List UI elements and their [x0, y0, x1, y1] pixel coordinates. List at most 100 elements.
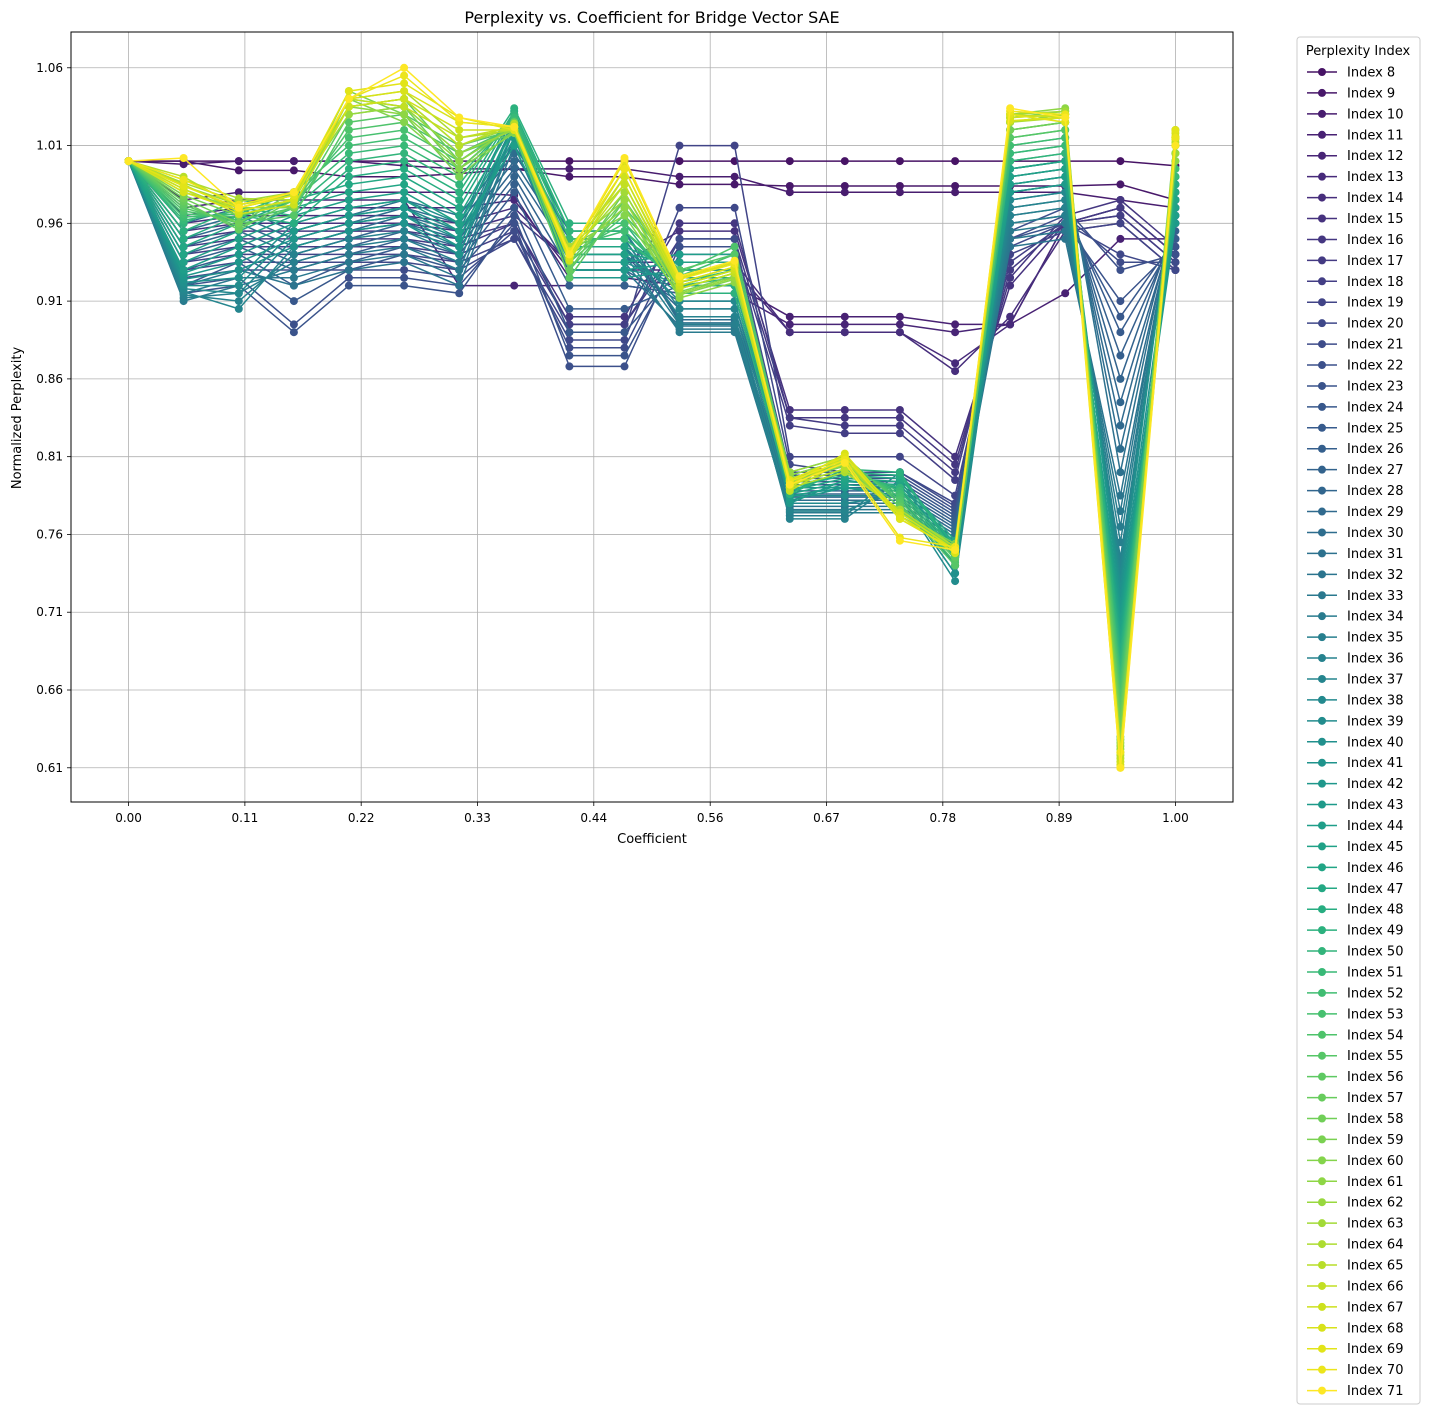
data-point: [289, 157, 298, 166]
legend-item: Index 56: [1307, 1070, 1403, 1085]
legend-label: Index 65: [1347, 1259, 1403, 1274]
data-point: [344, 250, 353, 259]
data-point: [289, 250, 298, 259]
legend-item: Index 61: [1307, 1175, 1403, 1190]
legend-item: Index 55: [1307, 1049, 1403, 1064]
chart-title: Perplexity vs. Coefficient for Bridge Ve…: [464, 8, 839, 27]
data-point: [234, 258, 243, 267]
series-index-63: [124, 94, 1180, 754]
legend-label: Index 48: [1347, 903, 1403, 918]
data-point: [234, 289, 243, 298]
legend-swatch-marker: [1318, 528, 1326, 537]
data-point: [455, 234, 464, 243]
legend-item: Index 59: [1307, 1133, 1403, 1148]
data-point: [179, 182, 188, 190]
data-point: [675, 250, 684, 259]
data-point: [455, 172, 464, 181]
data-point: [400, 63, 409, 72]
legend-item: Index 53: [1307, 1007, 1403, 1022]
data-point: [1006, 320, 1015, 329]
legend-label: Index 66: [1347, 1279, 1403, 1294]
x-tick-label: 0.56: [697, 811, 724, 825]
series-line: [127, 136, 1177, 613]
data-point: [400, 164, 409, 173]
data-point: [951, 569, 960, 578]
legend-label: Index 64: [1347, 1238, 1403, 1253]
legend-label: Index 53: [1347, 1007, 1403, 1022]
data-point: [234, 266, 243, 274]
data-point: [344, 188, 353, 197]
legend-item: Index 45: [1307, 840, 1403, 855]
data-point: [400, 273, 409, 282]
legend-label: Index 19: [1347, 296, 1403, 311]
data-point: [234, 234, 243, 243]
legend-label: Index 9: [1347, 86, 1395, 101]
legend-label: Index 55: [1347, 1049, 1403, 1064]
data-point: [289, 242, 298, 251]
legend-swatch-marker: [1318, 465, 1326, 474]
data-point: [1171, 250, 1180, 259]
data-point: [675, 304, 684, 313]
legend-label: Index 33: [1347, 589, 1403, 604]
legend-label: Index 35: [1347, 631, 1403, 646]
legend-swatch-marker: [1318, 1156, 1326, 1165]
data-point: [675, 180, 684, 189]
data-point: [840, 413, 849, 422]
legend-swatch-marker: [1318, 947, 1326, 956]
data-point: [344, 126, 353, 134]
data-point: [455, 242, 464, 251]
data-point: [1171, 133, 1180, 142]
data-point: [400, 258, 409, 267]
data-point: [840, 499, 849, 508]
legend-item: Index 46: [1307, 861, 1403, 876]
legend-item: Index 8: [1307, 66, 1395, 81]
data-point: [620, 203, 629, 212]
data-point: [1116, 468, 1125, 477]
legend-item: Index 28: [1307, 484, 1403, 499]
data-point: [785, 421, 794, 430]
data-point: [455, 180, 464, 189]
data-point: [344, 172, 353, 181]
legend-swatch-marker: [1318, 68, 1326, 76]
data-point: [455, 157, 464, 166]
legend-label: Index 42: [1347, 777, 1403, 792]
legend-swatch-marker: [1318, 130, 1326, 139]
legend-label: Index 36: [1347, 652, 1403, 667]
data-point: [455, 188, 464, 197]
legend-label: Index 8: [1347, 66, 1395, 81]
data-point: [455, 289, 464, 298]
legend-label: Index 69: [1347, 1342, 1403, 1357]
data-point: [179, 266, 188, 274]
legend-label: Index 71: [1347, 1384, 1403, 1399]
data-point: [289, 234, 298, 243]
data-point: [400, 79, 409, 88]
data-point: [400, 250, 409, 259]
data-point: [1116, 312, 1125, 321]
series-line: [127, 120, 1177, 568]
data-point: [895, 413, 904, 422]
data-point: [1171, 266, 1180, 274]
data-point: [895, 188, 904, 197]
data-point: [620, 351, 629, 360]
legend-label: Index 30: [1347, 526, 1403, 541]
series-line: [128, 74, 1177, 753]
legend-item: Index 54: [1307, 1028, 1403, 1043]
data-point: [840, 328, 849, 337]
legend-label: Index 43: [1347, 798, 1403, 813]
data-point: [400, 110, 409, 119]
data-point: [620, 234, 629, 243]
legend-item: Index 47: [1307, 882, 1403, 897]
series-line: [127, 160, 1176, 511]
data-point: [620, 312, 629, 321]
legend-swatch-marker: [1318, 507, 1326, 516]
legend-item: Index 21: [1307, 338, 1403, 353]
legend-swatch-marker: [1318, 340, 1326, 349]
data-point: [620, 227, 629, 236]
x-tick-label: 0.22: [348, 811, 375, 825]
legend-label: Index 54: [1347, 1028, 1403, 1043]
data-point: [840, 465, 849, 474]
legend-item: Index 15: [1307, 212, 1403, 227]
data-point: [510, 172, 519, 181]
legend-swatch-marker: [1318, 926, 1326, 935]
